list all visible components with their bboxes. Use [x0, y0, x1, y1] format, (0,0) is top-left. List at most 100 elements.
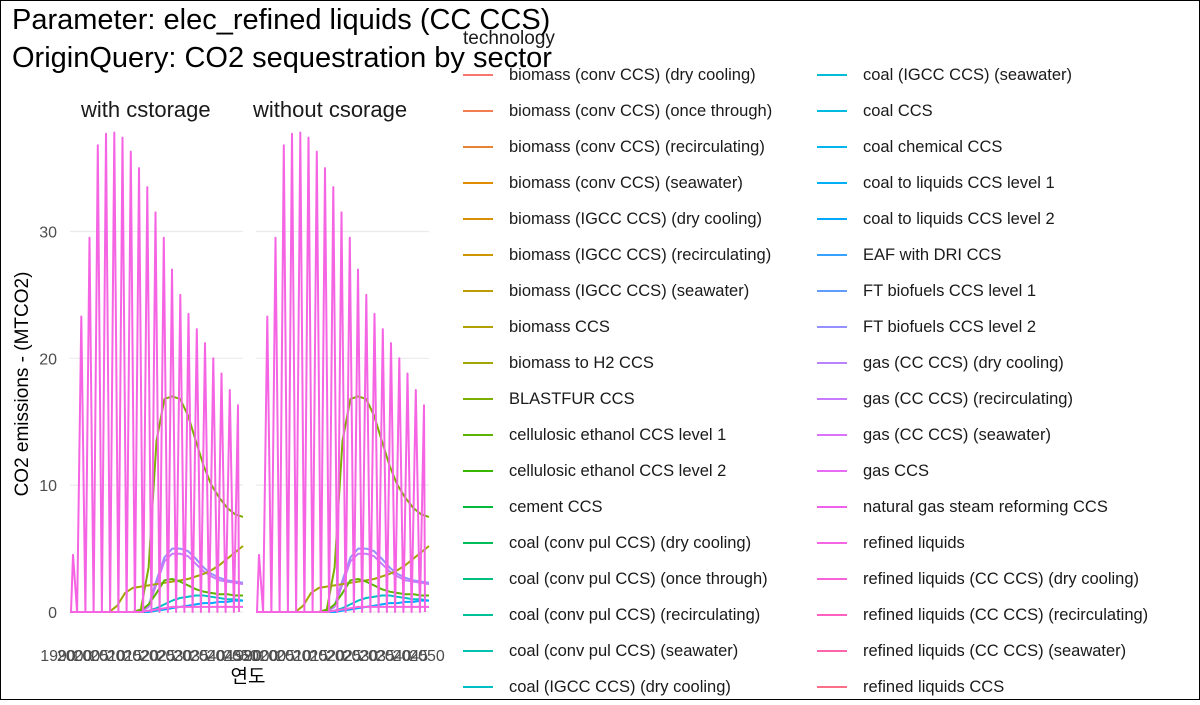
- x-tick-label: 1990: [40, 648, 76, 665]
- legend-item: coal (conv pul CCS) (dry cooling): [463, 525, 751, 561]
- legend-key-line: [463, 542, 493, 544]
- legend-item: biomass to H2 CCS: [463, 345, 654, 381]
- legend-label: biomass (IGCC CCS) (dry cooling): [509, 209, 763, 228]
- legend-key-line: [817, 326, 847, 328]
- legend-key-line: [817, 470, 847, 472]
- chart-title-line-2: OriginQuery: CO2 sequestration by sector: [12, 42, 552, 74]
- legend-item: biomass CCS: [463, 309, 610, 345]
- legend-item: biomass (conv CCS) (once through): [463, 93, 772, 129]
- legend-label: coal to liquids CCS level 2: [863, 209, 1055, 228]
- series-line-refined-liquids-cc-ccs-seawater--panel-2: [256, 131, 426, 613]
- legend-item: gas (CC CCS) (dry cooling): [817, 345, 1064, 381]
- legend-key-line: [463, 110, 493, 112]
- x-tick-label: 2045: [207, 648, 243, 665]
- legend-label: FT biofuels CCS level 2: [863, 317, 1037, 336]
- x-tick-label: 2030: [157, 648, 193, 665]
- legend-key-line: [817, 218, 847, 220]
- legend-label: biomass (conv CCS) (dry cooling): [509, 65, 756, 84]
- legend-label: gas CCS: [863, 461, 930, 480]
- legend-label: refined liquids: [863, 533, 965, 552]
- legend-item: BLASTFUR CCS: [463, 381, 635, 417]
- legend-key-line: [817, 362, 847, 364]
- legend-item: refined liquids (CC CCS) (dry cooling): [817, 561, 1139, 597]
- legend-label: gas (CC CCS) (recirculating): [863, 389, 1073, 408]
- legend-item: refined liquids: [817, 525, 965, 561]
- y-tick-label: 10: [39, 478, 57, 495]
- legend-key-line: [463, 686, 493, 688]
- legend-key-line: [817, 398, 847, 400]
- x-tick-label: 2045: [393, 648, 429, 665]
- legend-item: cement CCS: [463, 489, 603, 525]
- legend-label: biomass to H2 CCS: [509, 353, 654, 372]
- legend-key-line: [463, 74, 493, 76]
- legend-item: coal to liquids CCS level 2: [817, 201, 1055, 237]
- x-tick-label: 2050: [409, 648, 445, 665]
- legend-item: natural gas steam reforming CCS: [817, 489, 1108, 525]
- y-tick-label: 20: [39, 351, 57, 368]
- legend-key-line: [463, 326, 493, 328]
- legend-key-line: [463, 290, 493, 292]
- legend-item: coal (conv pul CCS) (once through): [463, 561, 768, 597]
- legend-label: coal (IGCC CCS) (seawater): [863, 65, 1073, 84]
- legend-label: EAF with DRI CCS: [863, 245, 1002, 264]
- legend-key-line: [463, 650, 493, 652]
- legend-item: gas (CC CCS) (seawater): [817, 417, 1051, 453]
- legend-label: biomass (conv CCS) (recirculating): [509, 137, 765, 156]
- x-tick-label: 2020: [123, 648, 159, 665]
- x-tick-label: 2015: [293, 648, 329, 665]
- series-line-refined-liquids-cc-ccs-seawater--panel-1: [70, 131, 240, 613]
- legend-label: natural gas steam reforming CCS: [863, 497, 1108, 516]
- legend-key-line: [463, 614, 493, 616]
- legend-label: gas (CC CCS) (seawater): [863, 425, 1051, 444]
- legend-title: technology: [463, 28, 555, 49]
- legend-key-line: [463, 254, 493, 256]
- legend-key-line: [817, 434, 847, 436]
- x-tick-label: 2040: [190, 648, 226, 665]
- legend-item: FT biofuels CCS level 1: [817, 273, 1036, 309]
- x-tick-label: 2005: [259, 648, 295, 665]
- legend-label: biomass (IGCC CCS) (seawater): [509, 281, 750, 300]
- legend-item: refined liquids (CC CCS) (seawater): [817, 633, 1126, 669]
- x-tick-label: 2025: [140, 648, 176, 665]
- legend-key-line: [817, 650, 847, 652]
- legend-label: coal (conv pul CCS) (seawater): [509, 641, 739, 660]
- x-tick-label: 2025: [326, 648, 362, 665]
- legend-key-line: [463, 362, 493, 364]
- x-tick-label: 2040: [376, 648, 412, 665]
- legend-key-line: [463, 398, 493, 400]
- legend-key-line: [463, 434, 493, 436]
- x-tick-label: 2015: [107, 648, 143, 665]
- legend-item: coal to liquids CCS level 1: [817, 165, 1055, 201]
- legend-item: FT biofuels CCS level 2: [817, 309, 1036, 345]
- legend-item: biomass (IGCC CCS) (seawater): [463, 273, 749, 309]
- x-axis-label: 연도: [230, 666, 266, 688]
- legend-key-line: [463, 218, 493, 220]
- legend-key-line: [463, 182, 493, 184]
- legend-label: coal (conv pul CCS) (dry cooling): [509, 533, 752, 552]
- legend-item: cellulosic ethanol CCS level 2: [463, 453, 726, 489]
- legend-key-line: [463, 506, 493, 508]
- legend-label: coal (IGCC CCS) (dry cooling): [509, 677, 731, 696]
- legend-item: biomass (conv CCS) (dry cooling): [463, 57, 756, 93]
- x-tick-label: 2010: [90, 648, 126, 665]
- x-tick-label: 2000: [57, 648, 93, 665]
- legend-item: coal chemical CCS: [817, 129, 1002, 165]
- legend-label: coal CCS: [863, 101, 933, 120]
- legend-label: biomass (IGCC CCS) (recirculating): [509, 245, 772, 264]
- legend-label: coal (conv pul CCS) (recirculating): [509, 605, 761, 624]
- x-tick-label: 2000: [243, 648, 279, 665]
- legend-key-line: [463, 578, 493, 580]
- legend-key-line: [817, 110, 847, 112]
- legend-item: biomass (conv CCS) (recirculating): [463, 129, 765, 165]
- legend-item: gas (CC CCS) (recirculating): [817, 381, 1073, 417]
- x-tick-label: 2010: [276, 648, 312, 665]
- y-tick-label: 0: [48, 605, 57, 622]
- legend-label: biomass (conv CCS) (once through): [509, 101, 773, 120]
- legend-item: biomass (IGCC CCS) (dry cooling): [463, 201, 762, 237]
- legend-label: BLASTFUR CCS: [509, 389, 635, 408]
- x-tick-label: 2005: [73, 648, 109, 665]
- legend-key-line: [817, 686, 847, 688]
- plot-area: 0102030199020002005201020152020202520302…: [39, 131, 445, 665]
- legend-label: biomass (conv CCS) (seawater): [509, 173, 743, 192]
- legend-key-line: [817, 182, 847, 184]
